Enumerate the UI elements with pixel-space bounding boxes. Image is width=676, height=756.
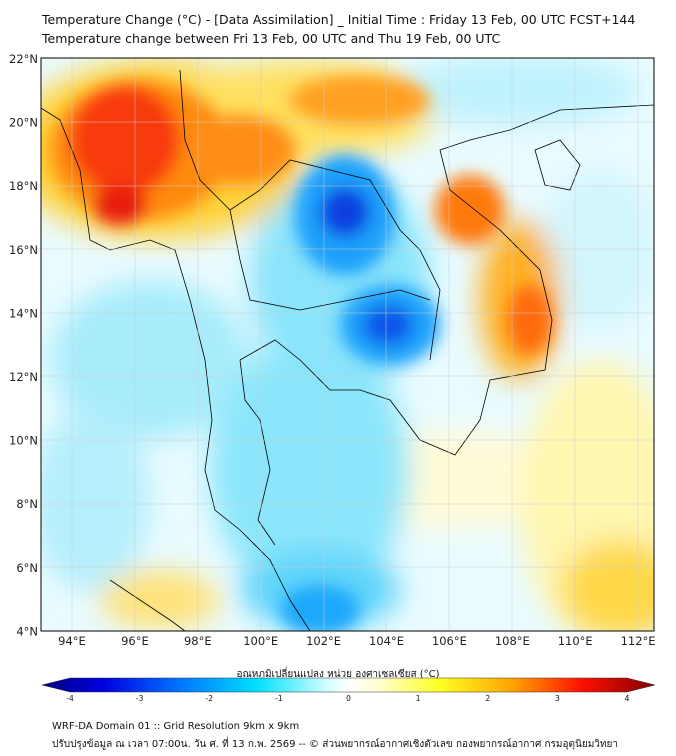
lat-label: 6°N (16, 561, 38, 575)
footer-credit: ปรับปรุงข้อมูล ณ เวลา 07:00น. วัน ศ. ที่… (52, 739, 618, 750)
lon-label: 100°E (243, 634, 278, 648)
colorbar-tick: -4 (66, 694, 74, 703)
lat-label: 4°N (16, 624, 38, 638)
colorbar-label: อุณหภูมิเปลี่ยนแปลง หน่วย องศาเซลเซียส (… (236, 669, 440, 680)
lat-label: 22°N (9, 52, 38, 66)
lat-label: 16°N (9, 243, 38, 257)
colorbar-tick: 3 (554, 694, 560, 703)
lon-label: 108°E (495, 634, 530, 648)
lat-label: 8°N (16, 497, 38, 511)
colorbar-tick: -3 (135, 694, 144, 703)
lon-label: 102°E (306, 634, 341, 648)
lat-label: 18°N (9, 179, 38, 193)
lon-label: 104°E (369, 634, 404, 648)
chart-title: Temperature Change (°C) - [Data Assimila… (42, 12, 636, 27)
lon-label: 94°E (58, 634, 86, 648)
lon-label: 110°E (558, 634, 593, 648)
chart-subtitle: Temperature change between Fri 13 Feb, 0… (42, 31, 501, 46)
footer-resolution: WRF-DA Domain 01 :: Grid Resolution 9km … (52, 721, 300, 732)
lat-label: 12°N (9, 370, 38, 384)
lat-label: 10°N (9, 434, 38, 448)
colorbar-tick: 4 (624, 694, 630, 703)
colorbar-tick: 0 (346, 694, 351, 703)
lat-label: 14°N (9, 306, 38, 320)
colorbar-tick: -2 (205, 694, 213, 703)
lon-label: 106°E (432, 634, 467, 648)
colorbar (41, 677, 656, 693)
lon-label: 96°E (121, 634, 149, 648)
colorbar-tick: -1 (275, 694, 283, 703)
coastlines (41, 69, 654, 631)
temperature-change-map: 22°N 20°N 18°N 16°N 14°N 12°N 10°N 8°N 6°N 4°N 94°… (9, 52, 656, 648)
colorbar-tick: 2 (485, 694, 491, 703)
lat-label: 20°N (9, 116, 38, 130)
colorbar-tick: 1 (415, 694, 421, 703)
field-layer (41, 58, 654, 631)
lon-label: 112°E (621, 634, 656, 648)
lon-label: 98°E (184, 634, 212, 648)
gridlines (41, 58, 654, 631)
